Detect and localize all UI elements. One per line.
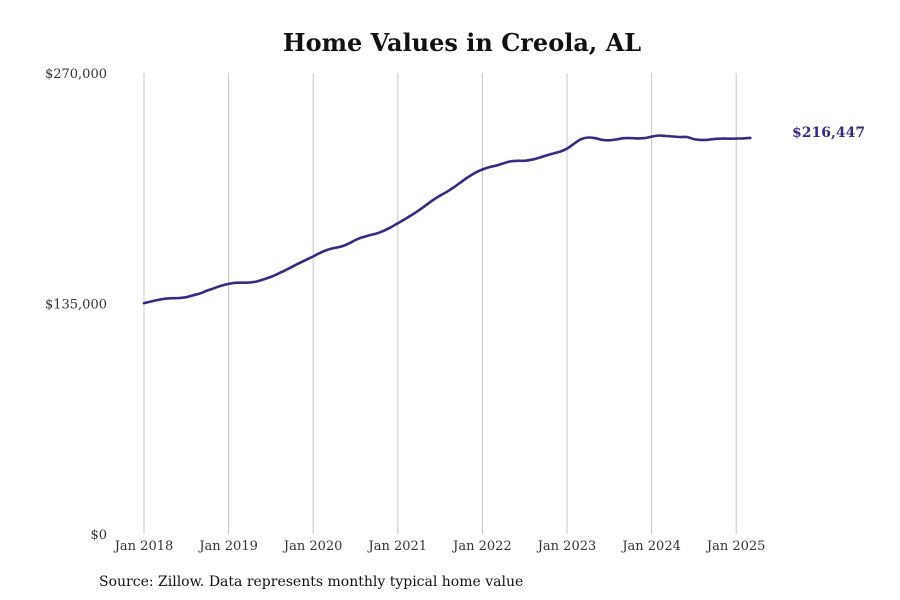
x-tick-label: Jan 2020 <box>282 539 343 554</box>
x-tick-label: Jan 2024 <box>620 539 681 554</box>
y-tick-label: $0 <box>90 528 107 543</box>
x-tick-label: Jan 2025 <box>705 539 766 554</box>
last-value-label: $216,447 <box>792 125 865 141</box>
x-axis-tick-labels: Jan 2018 Jan 2019 Jan 2020 Jan 2021 Jan 2022… <box>113 539 766 554</box>
x-gridlines <box>143 73 737 534</box>
x-tick-label: Jan 2018 <box>113 539 174 554</box>
x-tick-label: Jan 2023 <box>536 539 597 554</box>
x-tick-label: Jan 2019 <box>197 539 258 554</box>
x-tick-label: Jan 2021 <box>367 539 428 554</box>
y-axis-tick-labels: $0 $135,000 $270,000 <box>45 67 107 543</box>
series-line-home-value <box>142 134 752 305</box>
x-tick-label: Jan 2022 <box>451 539 512 554</box>
y-tick-label: $135,000 <box>45 298 107 313</box>
y-tick-label: $270,000 <box>45 67 107 82</box>
source-note: Source: Zillow. Data represents monthly … <box>99 574 524 590</box>
chart-title: Home Values in Creola, AL <box>282 28 642 57</box>
